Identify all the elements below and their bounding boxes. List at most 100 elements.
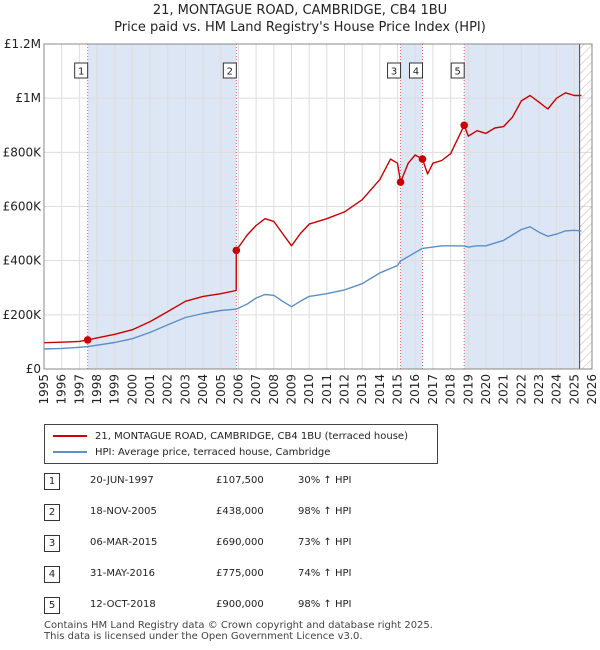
- transaction-hpi: 73% ↑ HPI: [298, 537, 352, 548]
- transaction-price: £690,000: [216, 537, 264, 548]
- x-tick-label: 2013: [355, 374, 369, 405]
- future-hatch-area: [579, 44, 592, 369]
- x-tick-label: 1997: [72, 374, 86, 405]
- transactions-table: 1 20-JUN-1997 £107,500 30% ↑ HPI 2 18-NO…: [44, 472, 404, 627]
- transaction-hpi: 74% ↑ HPI: [298, 568, 352, 579]
- x-tick-label: 2006: [231, 374, 245, 405]
- table-row: 2 18-NOV-2005 £438,000 98% ↑ HPI: [44, 503, 404, 534]
- sale-label-box: [450, 62, 465, 79]
- x-tick-label: 1998: [90, 374, 104, 405]
- x-tick-label: 2001: [143, 374, 157, 405]
- sale-points: [83, 121, 468, 344]
- x-tick-label: 2026: [585, 374, 599, 405]
- x-tick-label: 2002: [161, 374, 175, 405]
- sale-point: [396, 178, 405, 186]
- x-tick-label: 2014: [373, 374, 387, 405]
- sale-label: 3: [391, 67, 397, 78]
- transaction-date: 12-OCT-2018: [90, 599, 156, 610]
- transaction-hpi: 30% ↑ HPI: [298, 475, 352, 486]
- x-tick-label: 2012: [338, 374, 352, 405]
- x-tick-label: 2016: [408, 374, 422, 405]
- x-tick-label: 2004: [196, 374, 210, 405]
- transaction-price: £107,500: [216, 475, 264, 486]
- x-tick-label: 1999: [108, 374, 122, 405]
- x-tick-label: 2005: [214, 374, 228, 405]
- x-tick-label: 2007: [249, 374, 263, 405]
- sale-label-box: [222, 62, 237, 79]
- sale-label: 4: [413, 67, 419, 78]
- x-tick-label: 2022: [514, 374, 528, 405]
- x-tick-label: 2009: [284, 374, 298, 405]
- hpi-series-line: [43, 226, 582, 350]
- chart-title-line-2: Price paid vs. HM Land Registry's House …: [114, 20, 486, 35]
- x-tick-label: 2011: [320, 374, 334, 405]
- y-tick-label: £1.2M: [4, 37, 41, 51]
- table-row: 1 20-JUN-1997 £107,500 30% ↑ HPI: [44, 472, 404, 503]
- series-lines: [43, 92, 582, 350]
- x-tick-label: 1996: [55, 374, 69, 405]
- x-tick-label: 2008: [267, 374, 281, 405]
- y-tick-label: £400K: [3, 254, 43, 268]
- transaction-date: 06-MAR-2015: [90, 537, 158, 548]
- x-tick-label: 2000: [125, 374, 139, 405]
- footer-licence: This data is licensed under the Open Gov…: [44, 631, 363, 642]
- sale-label-box: [74, 62, 89, 79]
- sale-marker-lines: [87, 44, 465, 369]
- transaction-number: 4: [44, 566, 60, 583]
- chart-title-line-1: 21, MONTAGUE ROAD, CAMBRIDGE, CB4 1BU: [152, 3, 448, 18]
- legend: 21, MONTAGUE ROAD, CAMBRIDGE, CB4 1BU (t…: [44, 424, 438, 464]
- transaction-price: £438,000: [216, 506, 264, 517]
- legend-swatch-property: [53, 435, 87, 437]
- transaction-date: 20-JUN-1997: [90, 475, 154, 486]
- transaction-number: 3: [44, 535, 60, 552]
- future-hatch: [579, 44, 592, 369]
- transaction-date: 31-MAY-2016: [90, 568, 156, 579]
- table-row: 3 06-MAR-2015 £690,000 73% ↑ HPI: [44, 534, 404, 565]
- transaction-number: 5: [44, 597, 60, 614]
- sale-point: [232, 246, 241, 255]
- x-tick-label: 2021: [497, 374, 511, 405]
- sale-labels: 1 2 3 4 5: [74, 62, 465, 79]
- x-tick-label: 2017: [426, 374, 440, 405]
- sale-point: [418, 155, 427, 163]
- x-tick-label: 2023: [532, 374, 546, 405]
- sale-label: 1: [78, 67, 84, 78]
- transaction-date: 18-NOV-2005: [90, 506, 157, 517]
- legend-label-hpi: HPI: Average price, terraced house, Camb…: [95, 446, 331, 458]
- x-tick-label: 2018: [444, 374, 458, 405]
- y-tick-label: £1M: [15, 91, 41, 105]
- sale-label-box: [408, 62, 423, 79]
- transaction-number: 2: [44, 504, 60, 521]
- x-tick-label: 2024: [550, 374, 564, 405]
- y-tick-label: £0: [26, 362, 41, 376]
- transaction-price: £900,000: [216, 599, 264, 610]
- sale-label: 2: [227, 67, 233, 78]
- x-tick-label: 1995: [37, 374, 51, 405]
- x-tick-label: 2003: [178, 374, 192, 405]
- legend-swatch-hpi: [53, 451, 87, 453]
- sale-label-box: [387, 62, 402, 79]
- sale-point: [83, 336, 92, 344]
- sale-point: [460, 121, 468, 130]
- x-tick-label: 2020: [479, 374, 493, 405]
- table-row: 4 31-MAY-2016 £775,000 74% ↑ HPI: [44, 565, 404, 596]
- y-tick-label: £200K: [3, 308, 43, 322]
- footer-copyright: Contains HM Land Registry data © Crown c…: [44, 620, 433, 631]
- y-tick-label: £800K: [3, 145, 43, 159]
- transaction-price: £775,000: [216, 568, 264, 579]
- footer: Contains HM Land Registry data © Crown c…: [44, 620, 433, 642]
- table-row: 5 12-OCT-2018 £900,000 98% ↑ HPI: [44, 596, 404, 627]
- property-series-line: [43, 92, 582, 344]
- x-tick-label: 2015: [391, 374, 405, 405]
- plot-frame: [43, 43, 593, 370]
- transaction-number: 1: [44, 473, 60, 490]
- transaction-hpi: 98% ↑ HPI: [298, 506, 352, 517]
- legend-item-property: 21, MONTAGUE ROAD, CAMBRIDGE, CB4 1BU (t…: [53, 428, 408, 444]
- x-tick-label: 2019: [461, 374, 475, 405]
- sale-label: 5: [455, 67, 461, 78]
- y-tick-label: £600K: [3, 200, 43, 214]
- legend-item-hpi: HPI: Average price, terraced house, Camb…: [53, 444, 330, 460]
- x-tick-label: 2025: [567, 374, 581, 405]
